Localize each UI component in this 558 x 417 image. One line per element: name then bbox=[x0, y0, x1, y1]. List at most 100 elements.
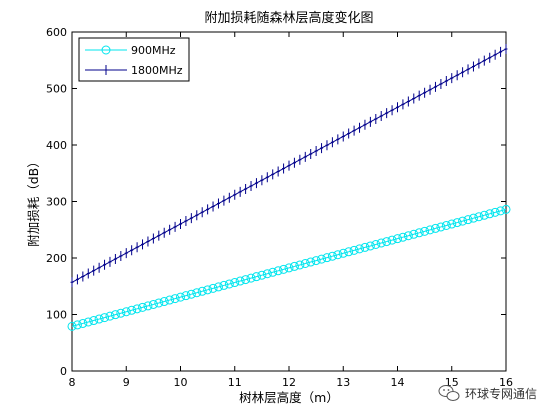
data-point-900mhz bbox=[284, 263, 294, 273]
data-point-900mhz bbox=[197, 286, 207, 296]
data-point-900mhz bbox=[376, 238, 386, 248]
y-axis-label: 附加损耗（dB） bbox=[26, 155, 41, 247]
data-point-900mhz bbox=[414, 228, 424, 238]
data-point-900mhz bbox=[333, 250, 343, 260]
data-point-1800mhz bbox=[244, 183, 248, 194]
data-point-1800mhz bbox=[417, 90, 421, 101]
x-tick-label: 14 bbox=[391, 376, 405, 389]
data-point-1800mhz bbox=[184, 216, 188, 227]
data-point-900mhz bbox=[94, 314, 104, 324]
data-point-1800mhz bbox=[444, 76, 448, 87]
data-point-900mhz bbox=[148, 299, 158, 309]
data-point-1800mhz bbox=[488, 52, 492, 63]
data-point-1800mhz bbox=[379, 111, 383, 122]
data-point-1800mhz bbox=[157, 230, 161, 241]
data-point-900mhz bbox=[208, 283, 218, 293]
data-point-1800mhz bbox=[70, 277, 74, 288]
data-point-900mhz bbox=[273, 266, 283, 276]
data-point-1800mhz bbox=[412, 93, 416, 104]
data-point-900mhz bbox=[322, 253, 332, 263]
data-point-900mhz bbox=[257, 270, 267, 280]
data-point-1800mhz bbox=[325, 140, 329, 151]
data-point-1800mhz bbox=[423, 87, 427, 98]
data-point-1800mhz bbox=[428, 84, 432, 95]
wechat-bubble-icon bbox=[438, 385, 460, 401]
data-point-1800mhz bbox=[151, 233, 155, 244]
data-point-1800mhz bbox=[471, 61, 475, 72]
data-point-900mhz bbox=[159, 297, 169, 307]
data-point-900mhz bbox=[251, 272, 261, 282]
data-point-900mhz bbox=[67, 321, 77, 331]
data-point-1800mhz bbox=[282, 163, 286, 174]
data-point-1800mhz bbox=[162, 227, 166, 238]
data-point-900mhz bbox=[403, 231, 413, 241]
data-point-1800mhz bbox=[385, 108, 389, 119]
data-point-900mhz bbox=[338, 248, 348, 258]
y-tick-label: 500 bbox=[46, 83, 67, 96]
legend-box bbox=[78, 37, 190, 82]
data-point-900mhz bbox=[436, 222, 446, 232]
data-point-900mhz bbox=[496, 206, 506, 216]
data-point-900mhz bbox=[230, 278, 240, 288]
data-point-900mhz bbox=[409, 229, 419, 239]
data-point-900mhz bbox=[371, 240, 381, 249]
data-point-900mhz bbox=[138, 302, 148, 312]
data-point-1800mhz bbox=[363, 119, 367, 130]
data-point-900mhz bbox=[72, 320, 82, 330]
data-point-1800mhz bbox=[200, 207, 204, 218]
x-tick-label: 12 bbox=[282, 376, 296, 389]
data-point-1800mhz bbox=[347, 128, 351, 139]
chart-title: 附加损耗随森林层高度变化图 bbox=[204, 10, 373, 26]
data-point-1800mhz bbox=[141, 239, 145, 250]
data-point-1800mhz bbox=[368, 116, 372, 127]
data-point-1800mhz bbox=[179, 218, 182, 229]
data-point-1800mhz bbox=[401, 99, 405, 110]
data-point-900mhz bbox=[213, 282, 223, 292]
data-point-1800mhz bbox=[303, 151, 307, 162]
x-tick-label: 11 bbox=[228, 376, 242, 389]
data-point-900mhz bbox=[311, 256, 321, 266]
data-point-900mhz bbox=[387, 235, 397, 245]
data-point-1800mhz bbox=[146, 236, 150, 247]
data-point-900mhz bbox=[132, 304, 142, 314]
data-point-900mhz bbox=[393, 234, 402, 244]
data-point-900mhz bbox=[306, 257, 316, 267]
data-point-900mhz bbox=[289, 261, 299, 271]
y-tick-label: 0 bbox=[60, 365, 67, 378]
data-point-900mhz bbox=[463, 215, 473, 225]
data-point-1800mhz bbox=[206, 204, 210, 215]
data-point-1800mhz bbox=[119, 251, 123, 262]
data-point-1800mhz bbox=[341, 131, 345, 142]
watermark-text: 环球专网通信 bbox=[465, 386, 537, 401]
data-point-1800mhz bbox=[292, 157, 296, 168]
data-point-1800mhz bbox=[222, 195, 226, 206]
data-point-1800mhz bbox=[314, 146, 318, 157]
y-tick-label: 200 bbox=[46, 252, 67, 265]
data-point-1800mhz bbox=[455, 70, 459, 81]
data-point-900mhz bbox=[143, 301, 153, 311]
data-point-1800mhz bbox=[493, 49, 497, 60]
legend-label-900: 900MHz bbox=[131, 44, 176, 57]
data-point-1800mhz bbox=[450, 73, 454, 84]
data-point-900mhz bbox=[89, 316, 99, 326]
data-point-1800mhz bbox=[499, 46, 503, 57]
data-point-900mhz bbox=[83, 317, 93, 327]
data-point-1800mhz bbox=[92, 265, 96, 276]
data-point-1800mhz bbox=[276, 166, 280, 177]
data-point-900mhz bbox=[121, 307, 131, 317]
y-axis-ticks: 0 100 200 300 400 500 600 bbox=[46, 26, 506, 378]
data-point-900mhz bbox=[170, 294, 180, 304]
data-point-900mhz bbox=[235, 276, 245, 286]
data-point-900mhz bbox=[105, 311, 115, 321]
data-point-900mhz bbox=[219, 280, 229, 290]
axes-box bbox=[71, 31, 507, 372]
y-tick-label: 300 bbox=[46, 196, 67, 209]
data-point-1800mhz bbox=[374, 113, 378, 124]
data-point-1800mhz bbox=[390, 105, 394, 116]
data-point-900mhz bbox=[430, 223, 440, 233]
data-point-900mhz bbox=[327, 251, 337, 261]
data-point-900mhz bbox=[474, 212, 484, 222]
data-point-1800mhz bbox=[97, 262, 101, 273]
data-point-900mhz bbox=[468, 213, 478, 223]
